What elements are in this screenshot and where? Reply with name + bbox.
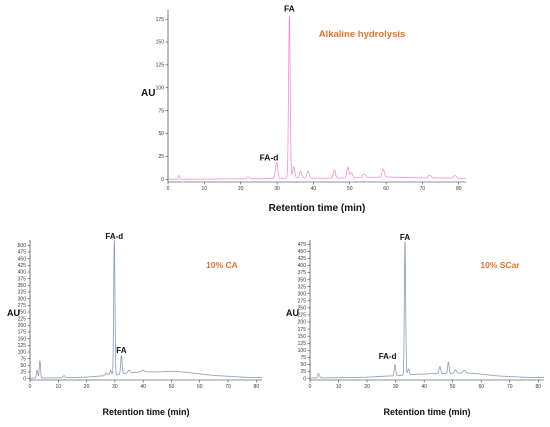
y-tick-label: 325 bbox=[18, 290, 27, 296]
x-tick-label: 60 bbox=[478, 384, 484, 390]
y-tick-label: 0 bbox=[23, 376, 26, 382]
x-tick-label: 40 bbox=[421, 384, 427, 390]
x-axis-label: Retention time (min) bbox=[269, 203, 366, 214]
y-tick-label: 0 bbox=[303, 376, 306, 382]
y-tick-label: 375 bbox=[298, 270, 307, 276]
peak-label: FA-d bbox=[379, 352, 397, 361]
y-tick-label: 150 bbox=[298, 334, 307, 340]
y-tick-label: 75 bbox=[20, 356, 26, 362]
y-tick-label: 250 bbox=[298, 306, 307, 312]
peak-label: FA bbox=[284, 4, 295, 14]
x-tick-label: 20 bbox=[364, 384, 370, 390]
peak-label: FA bbox=[116, 346, 126, 355]
x-tick-label: 0 bbox=[29, 384, 32, 390]
y-tick-label: 225 bbox=[18, 316, 27, 322]
y-tick-label: 275 bbox=[298, 299, 307, 305]
y-tick-label: 250 bbox=[18, 310, 27, 316]
x-tick-label: 70 bbox=[420, 186, 426, 192]
x-tick-label: 50 bbox=[450, 384, 456, 390]
y-tick-label: 425 bbox=[18, 263, 27, 269]
x-tick-label: 20 bbox=[84, 384, 90, 390]
y-tick-label: 25 bbox=[20, 370, 26, 376]
x-tick-label: 10 bbox=[336, 384, 342, 390]
y-tick-label: 150 bbox=[18, 336, 27, 342]
x-tick-label: 60 bbox=[197, 384, 203, 390]
x-tick-label: 80 bbox=[254, 384, 260, 390]
axis-lines bbox=[167, 10, 466, 183]
y-axis-label: AU bbox=[7, 308, 20, 318]
y-tick-label: 400 bbox=[298, 263, 307, 269]
y-tick-label: 200 bbox=[298, 320, 307, 326]
x-tick-label: 40 bbox=[311, 186, 317, 192]
y-tick-label: 475 bbox=[298, 242, 307, 248]
y-tick-label: 100 bbox=[298, 348, 307, 354]
y-tick-label: 75 bbox=[158, 108, 164, 114]
x-axis-label: Retention time (min) bbox=[103, 407, 190, 417]
y-tick-label: 450 bbox=[18, 256, 27, 262]
x-tick-label: 80 bbox=[536, 384, 542, 390]
y-tick-label: 275 bbox=[18, 303, 27, 309]
y-tick-label: 200 bbox=[18, 323, 27, 329]
series-trace bbox=[309, 241, 545, 379]
y-tick-label: 125 bbox=[18, 343, 27, 349]
y-tick-label: 450 bbox=[298, 249, 307, 255]
peak-label: FA-d bbox=[260, 153, 279, 163]
x-tick-label: 30 bbox=[112, 384, 118, 390]
y-tick-label: 75 bbox=[300, 355, 306, 361]
y-tick-label: 25 bbox=[300, 369, 306, 375]
y-tick-label: 400 bbox=[18, 270, 27, 276]
x-tick-label: 50 bbox=[169, 384, 175, 390]
y-tick-label: 175 bbox=[18, 330, 27, 336]
chart-bottom-right: 0 10 20 30 40 50 60 70 8002550751001251501752002… bbox=[286, 233, 545, 417]
y-tick-label: 475 bbox=[18, 250, 27, 256]
chart-top: 0 10 20 30 40 50 60 70 80 0 25 50 75 100 125 150 175 AU Re… bbox=[141, 4, 467, 214]
y-tick-label: 300 bbox=[298, 291, 307, 297]
y-tick-label: 100 bbox=[18, 350, 27, 356]
y-tick-label: 25 bbox=[158, 154, 164, 160]
series-trace bbox=[167, 15, 467, 180]
condition-label: 10% CA bbox=[206, 260, 238, 270]
y-tick-label: 375 bbox=[18, 276, 27, 282]
x-tick-label: 60 bbox=[383, 186, 389, 192]
x-tick-label: 0 bbox=[309, 384, 312, 390]
y-tick-label: 100 bbox=[156, 85, 165, 91]
x-tick-label: 70 bbox=[507, 384, 513, 390]
x-tick-label: 30 bbox=[393, 384, 399, 390]
x-tick-label: 10 bbox=[56, 384, 62, 390]
chart-bottom-left: 0 10 20 30 40 50 60 70 8002550751001251501752002… bbox=[7, 232, 263, 417]
y-tick-label: 50 bbox=[20, 363, 26, 369]
x-tick-label: 0 bbox=[167, 186, 170, 192]
peak-label: FA-d bbox=[105, 232, 123, 241]
x-tick-label: 20 bbox=[238, 186, 244, 192]
y-tick-label: 175 bbox=[298, 327, 307, 333]
y-tick-label: 0 bbox=[161, 177, 164, 183]
y-tick-label: 125 bbox=[298, 341, 307, 347]
x-tick-label: 70 bbox=[225, 384, 231, 390]
y-tick-label: 350 bbox=[298, 277, 307, 283]
y-tick-label: 350 bbox=[18, 283, 27, 289]
y-tick-label: 300 bbox=[18, 296, 27, 302]
y-tick-label: 500 bbox=[18, 243, 27, 249]
x-tick-label: 50 bbox=[347, 186, 353, 192]
x-tick-label: 80 bbox=[456, 186, 462, 192]
y-tick-label: 150 bbox=[156, 40, 165, 46]
condition-label: 10% SCar bbox=[480, 260, 520, 270]
y-tick-label: 325 bbox=[298, 284, 307, 290]
condition-label: Alkaline hydrolysis bbox=[319, 29, 406, 40]
series-trace bbox=[29, 239, 263, 379]
y-tick-label: 50 bbox=[158, 131, 164, 137]
y-tick-label: 175 bbox=[156, 17, 165, 23]
x-axis-label: Retention time (min) bbox=[384, 407, 471, 417]
y-tick-label: 225 bbox=[298, 313, 307, 319]
y-axis-label: AU bbox=[141, 88, 155, 99]
x-tick-label: 10 bbox=[202, 186, 208, 192]
y-tick-label: 125 bbox=[156, 63, 165, 69]
y-axis-label: AU bbox=[286, 308, 299, 318]
x-tick-label: 40 bbox=[140, 384, 146, 390]
peak-label: FA bbox=[400, 233, 410, 242]
y-tick-label: 425 bbox=[298, 256, 307, 262]
x-tick-label: 30 bbox=[274, 186, 280, 192]
y-tick-label: 50 bbox=[300, 362, 306, 368]
